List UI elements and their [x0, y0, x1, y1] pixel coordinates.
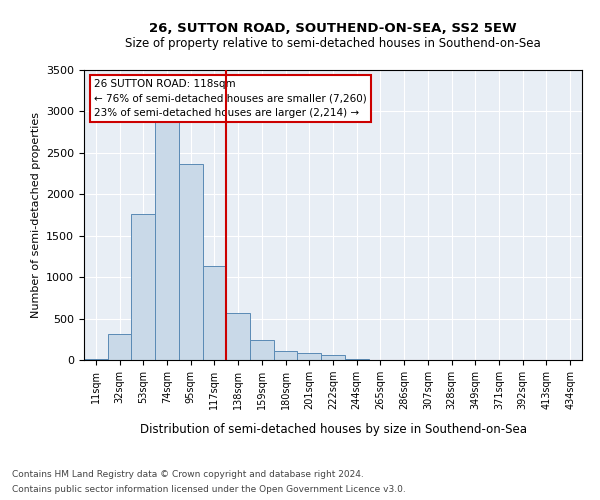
Text: Distribution of semi-detached houses by size in Southend-on-Sea: Distribution of semi-detached houses by … [140, 422, 527, 436]
Text: Contains public sector information licensed under the Open Government Licence v3: Contains public sector information licen… [12, 485, 406, 494]
Bar [298, 352, 321, 360]
Text: 26 SUTTON ROAD: 118sqm
← 76% of semi-detached houses are smaller (7,260)
23% of : 26 SUTTON ROAD: 118sqm ← 76% of semi-det… [94, 78, 367, 118]
Text: Size of property relative to semi-detached houses in Southend-on-Sea: Size of property relative to semi-detach… [125, 38, 541, 51]
Bar [131, 214, 155, 360]
Bar [274, 351, 298, 360]
Bar [108, 334, 131, 360]
Text: Contains HM Land Registry data © Crown copyright and database right 2024.: Contains HM Land Registry data © Crown c… [12, 470, 364, 479]
Bar [179, 164, 203, 360]
Bar [155, 110, 179, 360]
Text: 26, SUTTON ROAD, SOUTHEND-ON-SEA, SS2 5EW: 26, SUTTON ROAD, SOUTHEND-ON-SEA, SS2 5E… [149, 22, 517, 36]
Bar [250, 340, 274, 360]
Bar [345, 359, 368, 360]
Bar [321, 355, 345, 360]
Y-axis label: Number of semi-detached properties: Number of semi-detached properties [31, 112, 41, 318]
Bar [226, 313, 250, 360]
Bar [84, 359, 108, 360]
Bar [203, 266, 226, 360]
